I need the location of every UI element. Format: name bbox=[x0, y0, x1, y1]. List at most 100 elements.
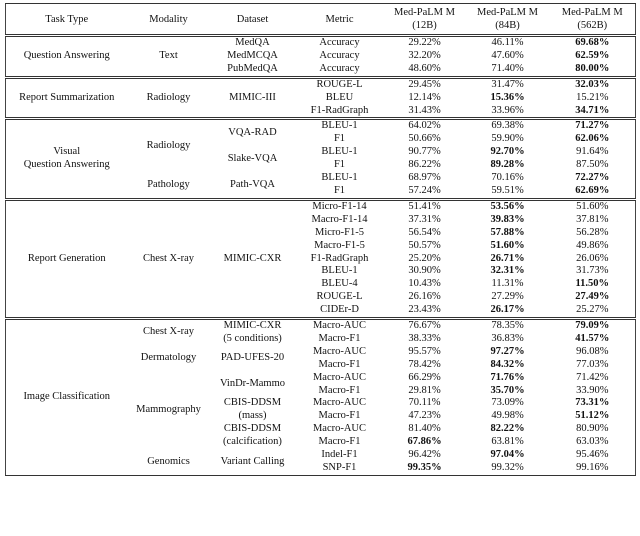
value-cell: 46.11% bbox=[491, 37, 524, 48]
metric-cell: Accuracy bbox=[319, 49, 360, 61]
table-row: F1 57.24% 59.51% 62.69% bbox=[6, 185, 636, 199]
dataset-cell: MIMIC-CXR (5 conditions) bbox=[209, 317, 296, 346]
value-cell: 25.20% bbox=[408, 252, 441, 264]
metric-cell: Indel-F1 bbox=[321, 449, 358, 461]
value-cell: 31.47% bbox=[465, 75, 550, 92]
value-cell: 32.31% bbox=[490, 265, 525, 277]
value-cell: 90.77% bbox=[408, 146, 441, 158]
value-cell: 38.33% bbox=[408, 332, 441, 344]
metric-cell: BLEU-4 bbox=[321, 278, 358, 290]
value-cell: 57.24% bbox=[408, 184, 441, 196]
value-cell: 96.42% bbox=[408, 449, 441, 461]
value-cell: 68.97% bbox=[408, 172, 441, 184]
table-row: Macro-F1 38.33% 36.83% 41.57% bbox=[6, 333, 636, 346]
header-cell: Med-PaLM M (12B) bbox=[383, 3, 466, 37]
value-cell: 51.41% bbox=[383, 197, 466, 214]
value-cell: 89.28% bbox=[490, 159, 525, 171]
table-row: Genomics Variant Calling Indel-F1 96.42% 97.… bbox=[6, 449, 636, 466]
table-body: Question Answering Text MedQA Accuracy 29.22… bbox=[5, 36, 636, 476]
task-cell: Report Summarization bbox=[5, 75, 128, 119]
modality-cell: Radiology bbox=[127, 75, 210, 119]
value-cell: 97.04% bbox=[490, 449, 525, 461]
header-cell: Med-PaLM M (562B) bbox=[549, 3, 636, 37]
metric-cell: F1 bbox=[333, 184, 346, 196]
modality-cell: Text bbox=[159, 49, 178, 61]
table-row: PubMedQA Accuracy 48.60% 71.40% 80.00% bbox=[6, 63, 636, 77]
metric-cell: F1-RadGraph bbox=[310, 104, 369, 116]
value-cell: 15.21% bbox=[576, 91, 609, 103]
value-cell: 51.60% bbox=[549, 197, 636, 214]
metric-cell: BLEU-1 bbox=[321, 172, 358, 184]
value-cell: 33.96% bbox=[491, 104, 524, 116]
modality-cell: Radiology bbox=[127, 117, 210, 173]
value-cell: 71.76% bbox=[490, 371, 525, 383]
metric-cell: F1 bbox=[333, 133, 346, 145]
value-cell: 77.03% bbox=[576, 358, 609, 370]
value-cell: 37.81% bbox=[576, 213, 609, 225]
table-row: Image Classification Chest X-ray MIMIC-CXR… bbox=[5, 316, 636, 476]
value-cell: 81.40% bbox=[408, 423, 441, 435]
value-cell: 99.32% bbox=[491, 462, 524, 473]
value-cell: 57.88% bbox=[490, 226, 525, 238]
metric-cell: Micro-F1-5 bbox=[315, 226, 364, 238]
value-cell: 73.31% bbox=[575, 397, 610, 409]
value-cell: 59.51% bbox=[491, 184, 524, 196]
table-row: CBIS-DDSM (calcification) Macro-AUC 81.40%… bbox=[6, 423, 636, 447]
metric-cell: Macro-AUC bbox=[312, 423, 367, 435]
value-cell: 64.02% bbox=[383, 117, 466, 134]
value-cell: 26.06% bbox=[576, 252, 609, 264]
value-cell: 62.06% bbox=[575, 133, 610, 145]
value-cell: 69.68% bbox=[575, 37, 610, 48]
value-cell: 23.43% bbox=[408, 304, 441, 316]
header-cell: Modality bbox=[127, 3, 210, 37]
value-cell: 31.43% bbox=[408, 104, 441, 116]
task-cell: Visual Question Answering bbox=[5, 117, 128, 200]
modality-cell: Dermatology bbox=[140, 352, 197, 364]
value-cell: 12.14% bbox=[408, 91, 441, 103]
dataset-cell: MedQA bbox=[235, 37, 270, 48]
table-row: MedMCQA Accuracy 32.20% 47.60% 62.59% bbox=[6, 50, 636, 63]
table-row: Slake-VQA BLEU-1 90.77% 92.70% 91.64% bbox=[6, 146, 636, 163]
value-cell: 37.31% bbox=[408, 213, 441, 225]
value-cell: 84.32% bbox=[490, 358, 525, 370]
value-cell: 50.57% bbox=[408, 239, 441, 251]
dataset-cell: VQA-RAD bbox=[209, 117, 296, 147]
value-cell: 56.54% bbox=[408, 226, 441, 238]
table-row: BLEU 12.14% 15.36% 15.21% bbox=[6, 92, 636, 105]
value-cell: 78.42% bbox=[408, 358, 441, 370]
modality-cell: Pathology bbox=[147, 178, 190, 190]
value-cell: 80.90% bbox=[576, 423, 609, 435]
table-row: Micro-F1-5 56.54% 57.88% 56.28% bbox=[6, 227, 636, 240]
dataset-cell: Slake-VQA bbox=[227, 152, 278, 164]
value-cell: 35.70% bbox=[490, 384, 525, 396]
value-cell: 34.71% bbox=[575, 104, 610, 116]
value-cell: 71.42% bbox=[576, 371, 609, 383]
table-row: F1-RadGraph 31.43% 33.96% 34.71% bbox=[6, 105, 636, 119]
table-row: Report Generation Chest X-ray MIMIC-CXR Mic… bbox=[5, 197, 636, 319]
results-table: Task Type Modality Dataset Metric Med-PaLM M… bbox=[5, 3, 636, 476]
table-row: SNP-F1 99.35% 99.32% 99.16% bbox=[6, 462, 636, 475]
value-cell: 51.12% bbox=[575, 410, 610, 422]
value-cell: 26.17% bbox=[490, 304, 525, 316]
metric-cell: Macro-F1-14 bbox=[311, 213, 368, 225]
table-row: Report Summarization Radiology MIMIC-III RO… bbox=[5, 75, 636, 119]
dataset-cell: Variant Calling bbox=[220, 455, 285, 467]
table-row: CBIS-DDSM (mass) Macro-AUC 70.11% 73.09% 73.… bbox=[6, 397, 636, 421]
metric-cell: Macro-AUC bbox=[312, 371, 367, 383]
value-cell: 96.08% bbox=[576, 345, 609, 357]
metric-cell: F1 bbox=[333, 159, 346, 171]
dataset-cell: Path-VQA bbox=[230, 178, 275, 190]
dataset-cell: MIMIC-CXR bbox=[209, 197, 296, 319]
value-cell: 48.60% bbox=[408, 62, 441, 74]
value-cell: 29.81% bbox=[408, 384, 441, 396]
value-cell: 76.67% bbox=[383, 316, 466, 333]
dataset-cell: PubMedQA bbox=[227, 62, 278, 74]
value-cell: 82.22% bbox=[490, 423, 525, 435]
table-row: Pathology Path-VQA BLEU-1 68.97% 70.16% 72.27… bbox=[6, 172, 636, 189]
metric-cell: BLEU bbox=[325, 91, 354, 103]
header-cell: Dataset bbox=[209, 3, 296, 37]
value-cell: 49.98% bbox=[491, 410, 524, 422]
value-cell: 91.64% bbox=[576, 146, 609, 158]
metric-cell: Accuracy bbox=[319, 37, 360, 48]
metric-cell: Macro-F1 bbox=[318, 358, 361, 370]
